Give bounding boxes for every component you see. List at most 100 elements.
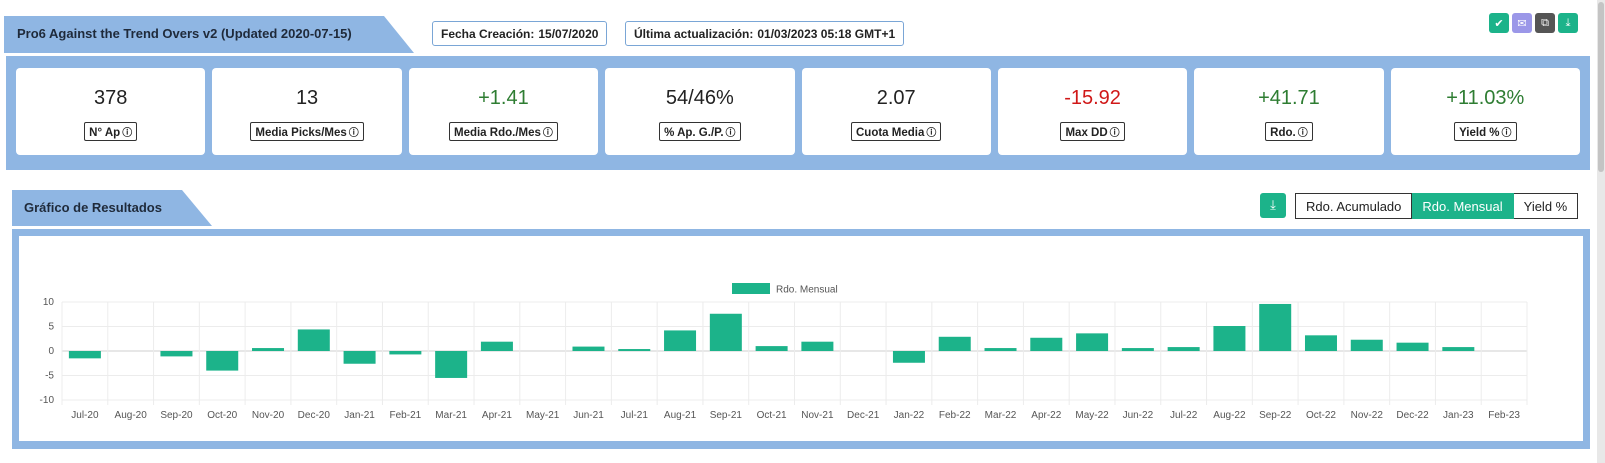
last-update-box: Última actualización: 01/03/2023 05:18 GM… (625, 21, 905, 46)
bar (343, 351, 376, 364)
y-tick-label: 5 (48, 322, 54, 333)
x-tick-label: Jan-21 (344, 410, 375, 421)
bar (1259, 303, 1292, 351)
y-tick-label: -10 (40, 395, 55, 406)
creation-date-label: Fecha Creación: (441, 27, 535, 41)
info-icon[interactable]: ⓘ (1501, 128, 1512, 139)
strategy-title: Pro6 Against the Trend Overs v2 (Updated… (4, 16, 414, 53)
stats-panel: 378 N° Ap ⓘ 13 Media Picks/Mes ⓘ +1.41 Media Rd… (6, 56, 1590, 170)
x-tick-label: Jul-20 (71, 410, 99, 421)
bar (1304, 335, 1337, 351)
chart-view-toggle: Rdo. Acumulado Rdo. Mensual Yield % (1295, 193, 1579, 219)
bar (1442, 347, 1475, 351)
bar (664, 330, 697, 351)
legend-swatch (732, 283, 770, 294)
bar (206, 351, 239, 371)
bar (252, 348, 285, 351)
stat-value: 13 (295, 87, 319, 109)
check-circle-button[interactable]: ✔ (1489, 13, 1509, 33)
x-tick-label: Sep-22 (1259, 410, 1292, 421)
chart-area: 10 5 0 -5 -10 Jul-20 Aug-20 Sep-20 Oct-20 Nov-20 D… (19, 236, 1583, 441)
info-icon[interactable]: ⓘ (542, 128, 553, 139)
bar (480, 341, 513, 351)
creation-date-value: 15/07/2020 (538, 27, 599, 41)
x-tick-label: Jul-22 (1170, 410, 1198, 421)
x-tick-label: Dec-20 (298, 410, 331, 421)
stat-label[interactable]: Cuota Media ⓘ (851, 122, 942, 141)
info-icon[interactable]: ⓘ (348, 128, 359, 139)
x-tick-label: Sep-20 (160, 410, 193, 421)
stat-value: 378 (94, 87, 128, 109)
stat-value: +1.41 (478, 87, 529, 109)
x-tick-label: Jun-22 (1123, 410, 1154, 421)
download-button[interactable]: ⤓ (1558, 13, 1578, 33)
stat-label[interactable]: % Ap. G./P. ⓘ (659, 122, 741, 141)
email-button[interactable]: ✉ (1512, 13, 1532, 33)
copy-icon: ⧉ (1541, 16, 1549, 29)
x-tick-label: Jan-22 (894, 410, 925, 421)
stat-label[interactable]: Media Rdo./Mes ⓘ (448, 122, 558, 141)
view-toggle-yield[interactable]: Yield % (1513, 193, 1579, 219)
x-tick-label: Nov-22 (1351, 410, 1384, 421)
stat-label-text: Yield % (1459, 127, 1500, 139)
x-tick-label: Jan-23 (1443, 410, 1474, 421)
bar (984, 348, 1017, 351)
view-toggle-rdo-acumulado[interactable]: Rdo. Acumulado (1295, 193, 1413, 219)
x-tick-label: Mar-22 (985, 410, 1017, 421)
info-icon[interactable]: ⓘ (1297, 128, 1308, 139)
stat-label-text: Media Picks/Mes (255, 127, 347, 139)
legend-label: Rdo. Mensual (776, 285, 838, 296)
bar (1076, 333, 1109, 351)
copy-button[interactable]: ⧉ (1535, 13, 1555, 33)
bar (755, 346, 788, 351)
stat-label[interactable]: N° Ap ⓘ (84, 122, 138, 141)
stat-label[interactable]: Yield % ⓘ (1454, 122, 1517, 141)
page-scrollbar[interactable] (1597, 0, 1605, 463)
stat-card: 54/46% % Ap. G./P. ⓘ (605, 68, 795, 155)
bar (938, 336, 971, 351)
stat-label-text: N° Ap (89, 127, 121, 139)
x-tick-label: Dec-21 (847, 410, 880, 421)
bar (435, 351, 468, 378)
stat-label[interactable]: Media Picks/Mes ⓘ (250, 122, 364, 141)
view-toggle-rdo-mensual[interactable]: Rdo. Mensual (1412, 193, 1514, 219)
y-tick-label: 10 (43, 297, 55, 308)
stat-label[interactable]: Max DD ⓘ (1060, 122, 1125, 141)
info-icon[interactable]: ⓘ (1109, 128, 1120, 139)
x-tick-label: Jul-21 (621, 410, 649, 421)
y-tick-label: -5 (45, 371, 54, 382)
x-tick-label: Nov-21 (801, 410, 834, 421)
chart-download-button[interactable]: ⤓ (1260, 193, 1286, 218)
stat-value: 54/46% (665, 87, 734, 109)
x-tick-label: Feb-22 (939, 410, 971, 421)
chart-section-title: Gráfico de Resultados (12, 190, 212, 226)
bar (801, 341, 834, 351)
stat-value: 2.07 (876, 87, 916, 109)
stat-card: +11.03% Yield % ⓘ (1390, 68, 1580, 155)
stat-card: +1.41 Media Rdo./Mes ⓘ (408, 68, 599, 155)
stat-value: -15.92 (1064, 87, 1121, 109)
chart-panel: 10 5 0 -5 -10 Jul-20 Aug-20 Sep-20 Oct-20 Nov-20 D… (12, 229, 1590, 449)
top-action-buttons: ✔ ✉ ⧉ ⤓ (1489, 13, 1578, 33)
bar (389, 351, 422, 355)
x-tick-label: May-21 (526, 410, 560, 421)
envelope-icon: ✉ (1517, 16, 1527, 30)
bar (892, 351, 925, 363)
x-tick-label: Dec-22 (1396, 410, 1429, 421)
info-icon[interactable]: ⓘ (926, 128, 937, 139)
x-tick-label: May-22 (1075, 410, 1109, 421)
scrollbar-thumb[interactable] (1598, 2, 1604, 172)
x-tick-label: Oct-20 (207, 410, 237, 421)
stat-card: 2.07 Cuota Media ⓘ (801, 68, 991, 155)
check-circle-icon: ✔ (1494, 16, 1504, 30)
x-tick-label: Jun-21 (573, 410, 604, 421)
info-icon[interactable]: ⓘ (725, 128, 736, 139)
x-tick-label: Aug-22 (1213, 410, 1246, 421)
bar (618, 349, 651, 351)
x-tick-label: Oct-21 (757, 410, 787, 421)
stat-label[interactable]: Rdo. ⓘ (1265, 122, 1313, 141)
info-icon[interactable]: ⓘ (122, 128, 133, 139)
stat-label-text: Media Rdo./Mes (453, 127, 541, 139)
stat-label-text: Rdo. (1270, 127, 1296, 139)
bar (160, 351, 193, 357)
